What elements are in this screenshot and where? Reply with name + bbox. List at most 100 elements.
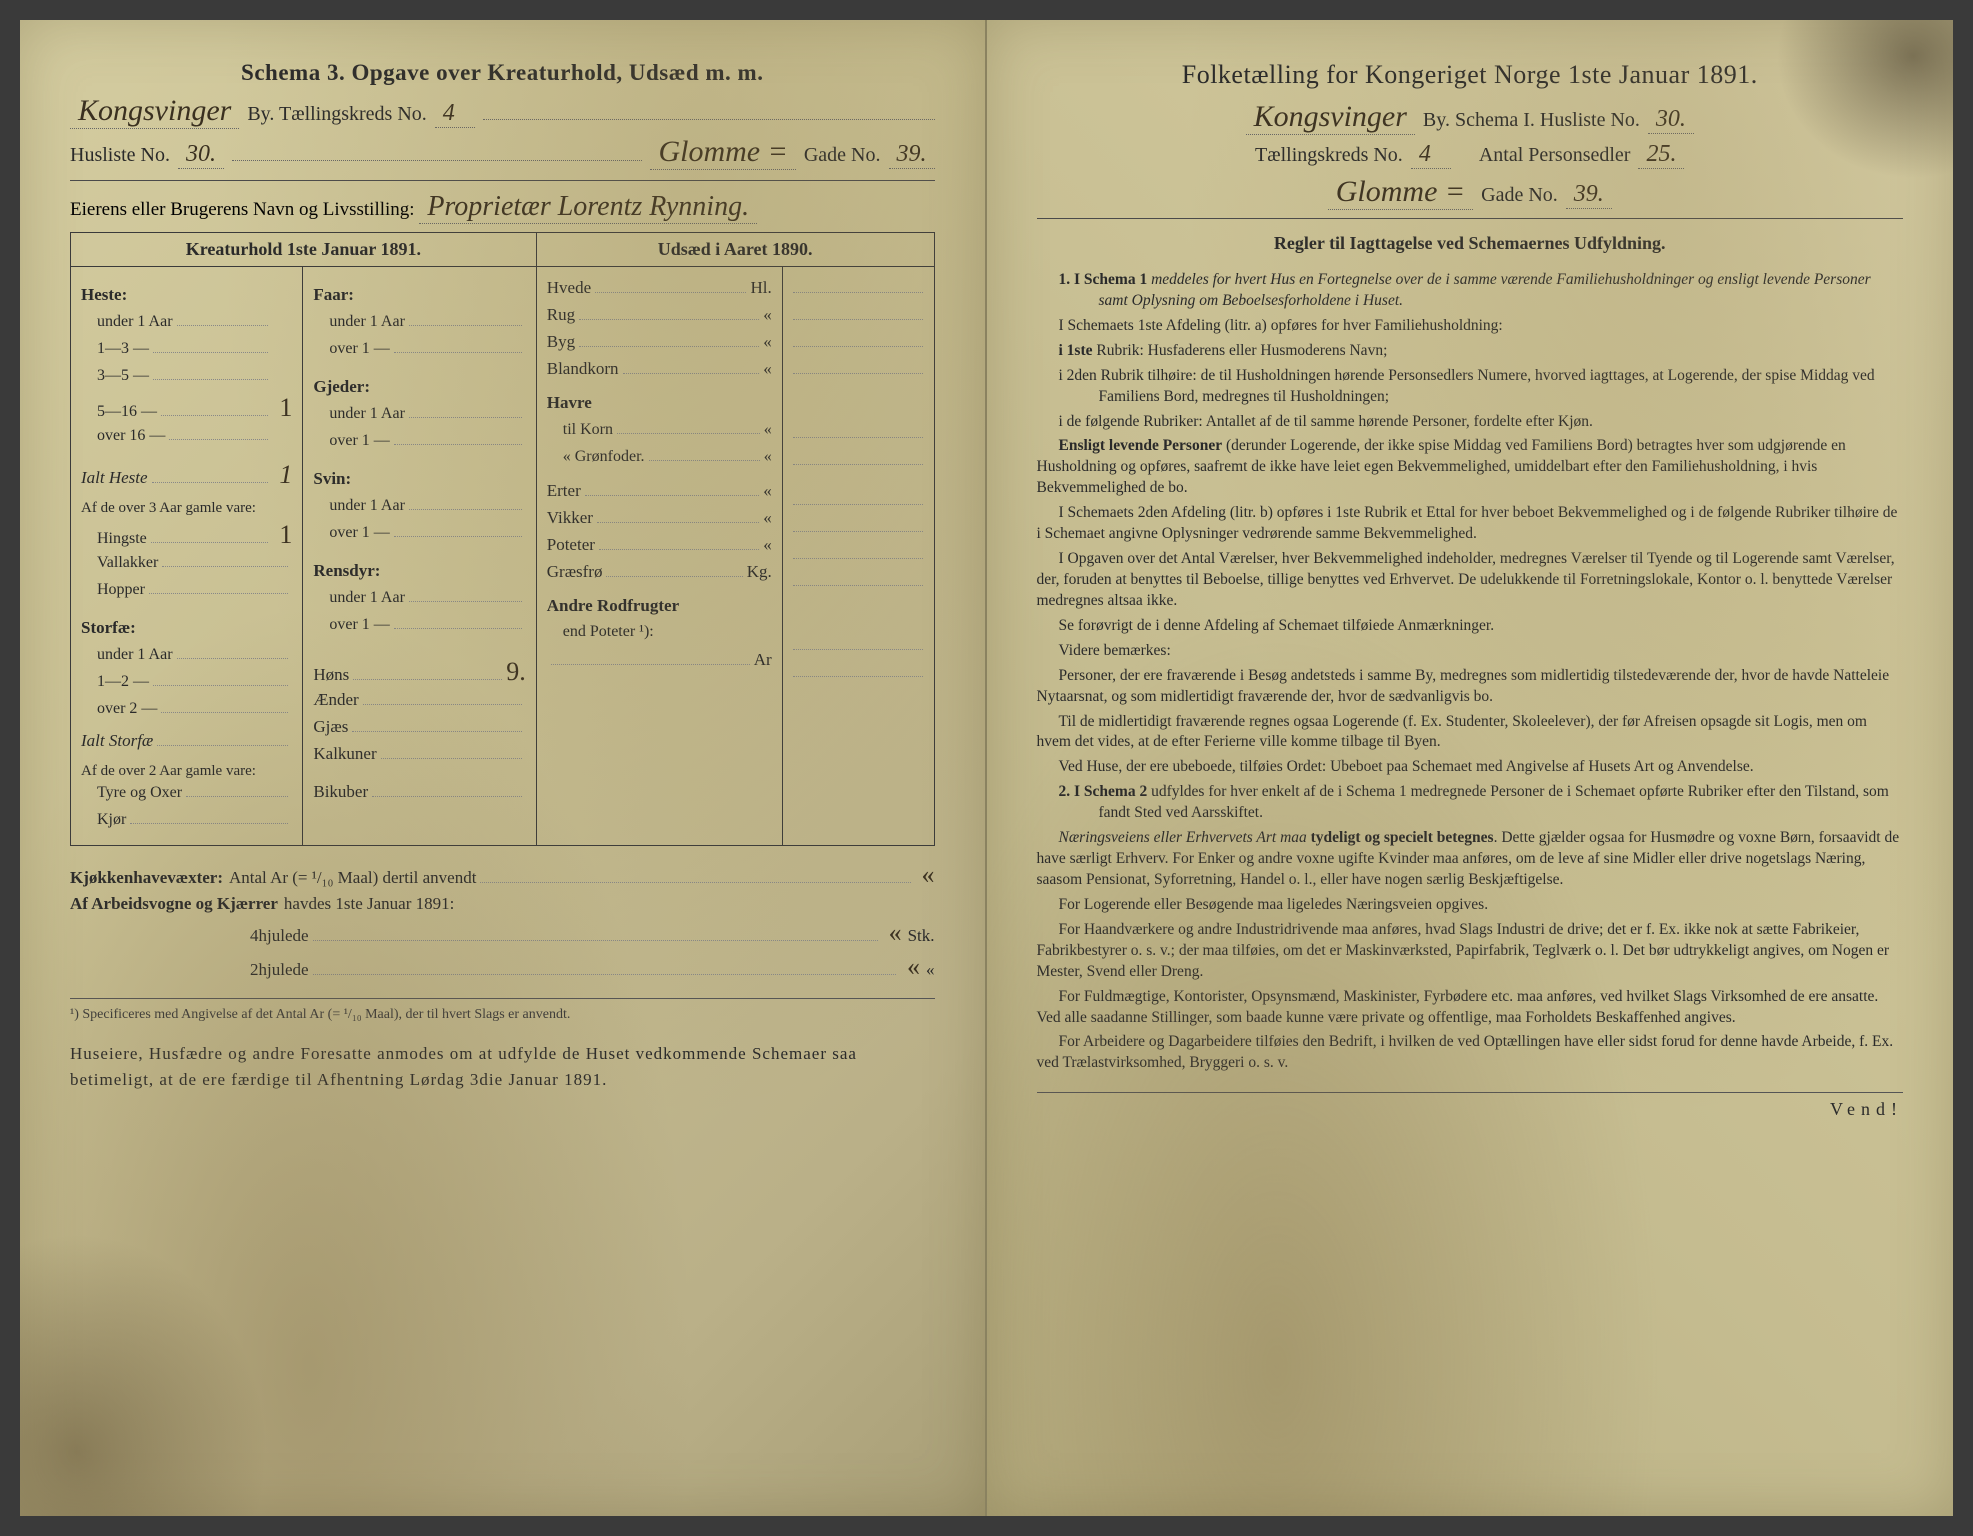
bottom-lines: Kjøkkenhavevæxter: Antal Ar (= ¹/₁₀ Maal… [70, 860, 935, 982]
r-gade-label: Gade No. [1481, 184, 1558, 207]
r-gade-no: 39. [1566, 181, 1612, 209]
val-row [789, 359, 928, 383]
r-gade-hw: Glomme = [1328, 175, 1473, 210]
fill [483, 100, 935, 120]
hjul4-v: « [882, 918, 902, 948]
ialt-storfae: Ialt Storfæ [81, 731, 292, 755]
storfae-row: over 2 — [81, 699, 292, 723]
rules-body: 1. I Schema 1 meddeles for hvert Hus en … [1037, 270, 1904, 1074]
udsaed-header: Udsæd i Aaret 1890. [537, 233, 934, 267]
husliste-no: 30. [178, 141, 224, 169]
eier-line: Eierens eller Brugerens Navn og Livsstil… [70, 180, 935, 224]
r-by-label: By. Schema I. Husliste No. [1423, 109, 1640, 132]
heste-row: over 16 — [81, 426, 292, 450]
kalkuner-row: Kalkuner [313, 744, 525, 768]
r-gade-line: Glomme = Gade No. 39. [1037, 175, 1904, 210]
kreatur-sub1: Heste: under 1 Aar 1—3 — 3—5 — 5—16 —1 o… [71, 267, 303, 845]
heste-row: 1—3 — [81, 339, 292, 363]
val-row [789, 517, 928, 541]
kreatur-header: Kreaturhold 1ste Januar 1891. [71, 233, 536, 267]
aender-row: Ænder [313, 690, 525, 714]
vikker-row: Vikker« [547, 508, 772, 532]
schema3-title: Schema 3. Opgave over Kreaturhold, Udsæd… [70, 60, 935, 86]
val-row [789, 278, 928, 302]
val-row [789, 450, 928, 474]
gjeder-u1: under 1 Aar [313, 404, 525, 428]
r-kreds-label: Tællingskreds No. [1255, 144, 1403, 167]
vallakker-row: Vallakker [81, 553, 292, 577]
rule-2d: For Fuldmægtige, Kontorister, Opsynsmænd… [1037, 987, 1904, 1029]
graesfro-row: GræsfrøKg. [547, 562, 772, 586]
bikuber-row: Bikuber [313, 782, 525, 806]
rule-2e: For Arbeidere og Dagarbeidere tilføies d… [1037, 1032, 1904, 1074]
r-antal-no: 25. [1638, 141, 1684, 169]
header-husliste-line: Husliste No. 30. Glomme = Gade No. 39. [70, 135, 935, 170]
val-row [789, 635, 928, 659]
svin-o1: over 1 — [313, 523, 525, 547]
ialt-heste: Ialt Heste1 [81, 460, 292, 490]
by-handwritten: Kongsvinger [70, 94, 239, 129]
gade-label: Gade No. [804, 144, 881, 167]
storfae-row: under 1 Aar [81, 645, 292, 669]
rule-1: 1. I Schema 1 meddeles for hvert Hus en … [1037, 270, 1904, 312]
hjul2-v: « [900, 952, 920, 982]
rule-2b: For Logerende eller Besøgende maa ligele… [1037, 895, 1904, 916]
kjokken-label: Kjøkkenhavevæxter: [70, 868, 223, 888]
val-row [789, 423, 928, 447]
byg-row: Byg« [547, 332, 772, 356]
main-table: Kreaturhold 1ste Januar 1891. Heste: und… [70, 232, 935, 846]
over2-note: Af de over 2 Aar gamle vare: [81, 763, 292, 780]
kjokken-text: Antal Ar (= ¹/₁₀ Maal) dertil anvendt [229, 868, 476, 888]
rule-2a: Næringsveiens eller Erhvervets Art maa t… [1037, 828, 1904, 891]
kreatur-sub2: Faar: under 1 Aar over 1 — Gjeder: under… [303, 267, 535, 845]
rule-2c: For Haandværkere og andre Industridriven… [1037, 920, 1904, 983]
gjeder-head: Gjeder: [313, 377, 525, 401]
left-page: Schema 3. Opgave over Kreaturhold, Udsæd… [20, 20, 987, 1516]
kjokken-row: Kjøkkenhavevæxter: Antal Ar (= ¹/₁₀ Maal… [70, 860, 935, 890]
over3-note: Af de over 3 Aar gamle vare: [81, 500, 292, 517]
rule-1c: i 2den Rubrik tilhøire: de til Husholdni… [1037, 366, 1904, 408]
rensdyr-head: Rensdyr: [313, 561, 525, 585]
hjul4-row: 4hjulede « Stk. [70, 918, 935, 948]
rule-1j: Personer, der ere fraværende i Besøg and… [1037, 666, 1904, 708]
eier-label: Eierens eller Brugerens Navn og Livsstil… [70, 199, 415, 220]
poteter-row: Poteter« [547, 535, 772, 559]
footnote: ¹) Specificeres med Angivelse af det Ant… [70, 998, 935, 1023]
heste-row: 5—16 —1 [81, 393, 292, 423]
ar-row: Ar [547, 650, 772, 674]
header-by-line: Kongsvinger By. Tællingskreds No. 4 [70, 94, 935, 129]
kreatur-body: Heste: under 1 Aar 1—3 — 3—5 — 5—16 —1 o… [71, 267, 536, 845]
by-label: By. Tællingskreds No. [247, 103, 426, 126]
kjor-row: Kjør [81, 810, 292, 834]
heste-row: 3—5 — [81, 366, 292, 390]
svin-u1: under 1 Aar [313, 496, 525, 520]
rule-1b: i 1ste Rubrik: Husfaderens eller Husmode… [1037, 341, 1904, 362]
storfae-head: Storfæ: [81, 618, 292, 642]
arbeid-label: Af Arbeidsvogne og Kjærrer [70, 894, 278, 914]
kjokken-v: « [915, 860, 935, 890]
hvede-row: HvedeHl. [547, 278, 772, 302]
erter-row: Erter« [547, 481, 772, 505]
hjul2-row: 2hjulede « « [70, 952, 935, 982]
udsaed-column: Udsæd i Aaret 1890. HvedeHl. Rug« Byg« B… [537, 233, 934, 845]
val-row [789, 305, 928, 329]
havre-head: Havre [547, 393, 772, 417]
closing-text: Huseiere, Husfædre og andre Foresatte an… [70, 1041, 935, 1092]
census-title: Folketælling for Kongeriget Norge 1ste J… [1037, 60, 1904, 90]
r-antal-label: Antal Personsedler [1479, 144, 1631, 167]
rule-1i: Videre bemærkes: [1037, 641, 1904, 662]
tilkorn-row: til Korn« [547, 420, 772, 444]
hons-row: Høns9. [313, 657, 525, 687]
faar-head: Faar: [313, 285, 525, 309]
divider [1037, 218, 1904, 219]
r-kreds-line: Tællingskreds No. 4 Antal Personsedler 2… [1037, 141, 1904, 169]
rensdyr-o1: over 1 — [313, 615, 525, 639]
hopper-row: Hopper [81, 580, 292, 604]
val-row [789, 332, 928, 356]
rule-1h: Se forøvrigt de i denne Afdeling af Sche… [1037, 616, 1904, 637]
rule-1l: Ved Huse, der ere ubeboede, tilføies Ord… [1037, 757, 1904, 778]
faar-u1: under 1 Aar [313, 312, 525, 336]
rensdyr-u1: under 1 Aar [313, 588, 525, 612]
r-kreds-no: 4 [1411, 141, 1451, 169]
arbeid-text: havdes 1ste Januar 1891: [284, 894, 454, 914]
